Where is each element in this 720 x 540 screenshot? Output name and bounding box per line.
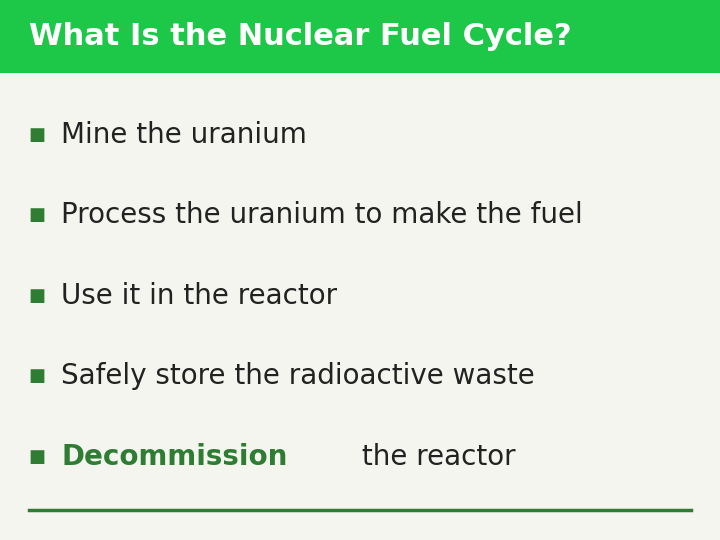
Text: ■: ■ (29, 287, 46, 305)
FancyBboxPatch shape (0, 0, 720, 73)
Text: Safely store the radioactive waste: Safely store the radioactive waste (61, 362, 535, 390)
Text: Decommission: Decommission (61, 443, 287, 470)
Text: Use it in the reactor: Use it in the reactor (61, 282, 338, 309)
Text: ■: ■ (29, 367, 46, 385)
Text: Process the uranium to make the fuel: Process the uranium to make the fuel (61, 201, 583, 229)
Text: What Is the Nuclear Fuel Cycle?: What Is the Nuclear Fuel Cycle? (29, 22, 572, 51)
Text: the reactor: the reactor (354, 443, 516, 470)
Text: ■: ■ (29, 206, 46, 224)
Text: ■: ■ (29, 126, 46, 144)
Text: ■: ■ (29, 448, 46, 465)
Text: Mine the uranium: Mine the uranium (61, 121, 307, 149)
